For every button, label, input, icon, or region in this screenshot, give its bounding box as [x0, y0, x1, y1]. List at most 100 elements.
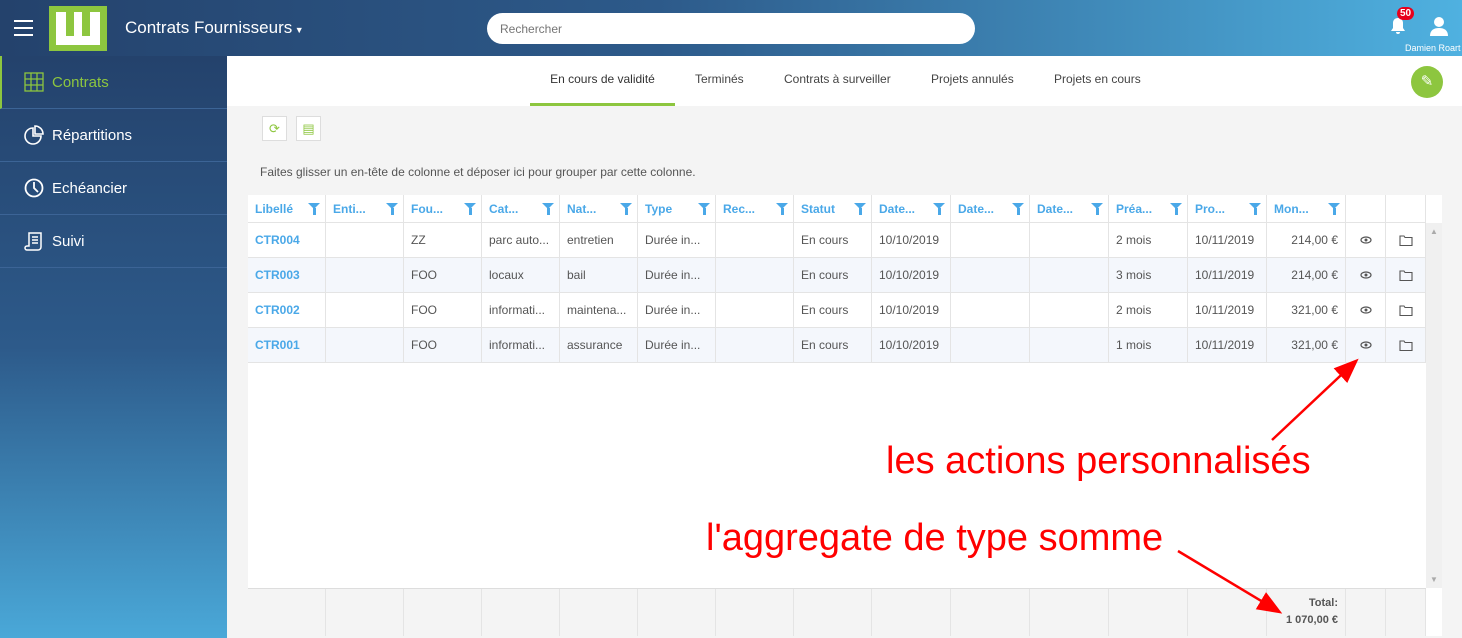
eye-icon[interactable] — [1354, 258, 1378, 292]
eye-icon[interactable] — [1354, 328, 1378, 362]
tab-projets-annules[interactable]: Projets annulés — [931, 72, 1014, 86]
folder-icon[interactable] — [1394, 328, 1418, 362]
filter-icon[interactable] — [854, 203, 866, 215]
table-cell: 10/11/2019 — [1188, 258, 1267, 292]
table-row[interactable]: CTR002 FOO informati... maintena... Durée in… — [248, 293, 1426, 328]
tab-termines[interactable]: Terminés — [695, 72, 744, 86]
excel-icon: ▤ — [302, 121, 315, 136]
column-header[interactable]: Pro... — [1188, 195, 1267, 222]
contract-link[interactable]: CTR001 — [248, 328, 326, 362]
table-cell: maintena... — [560, 293, 638, 327]
folder-action[interactable] — [1386, 293, 1426, 327]
table-row[interactable]: CTR004 ZZ parc auto... entretien Durée in...… — [248, 223, 1426, 258]
user-name[interactable]: Damien Roart — [1405, 43, 1461, 53]
refresh-button[interactable]: ⟳ — [262, 116, 287, 141]
filter-icon[interactable] — [620, 203, 632, 215]
pencil-icon: ✎ — [1420, 73, 1434, 90]
bell-icon[interactable] — [1388, 16, 1408, 36]
total-label: Total: — [1308, 597, 1338, 609]
table-cell: 2 mois — [1109, 223, 1188, 257]
aggregate-footer-row: Total: 1 070,00 € — [248, 588, 1426, 636]
table-cell: 2 mois — [1109, 293, 1188, 327]
table-cell: En cours — [794, 258, 872, 292]
folder-action[interactable] — [1386, 258, 1426, 292]
column-header[interactable]: Date... — [872, 195, 951, 222]
table-cell: locaux — [482, 258, 560, 292]
tab-projets-en-cours[interactable]: Projets en cours — [1054, 72, 1141, 86]
sidebar-item-contrats[interactable]: Contrats — [0, 56, 227, 109]
filter-icon[interactable] — [1249, 203, 1261, 215]
table-cell: 10/10/2019 — [872, 328, 951, 362]
sidebar-item-repartitions[interactable]: Répartitions — [0, 109, 227, 162]
filter-icon[interactable] — [933, 203, 945, 215]
footer-cell: Total: 1 070,00 € — [1267, 589, 1346, 636]
filter-icon[interactable] — [464, 203, 476, 215]
sidebar-item-echeancier[interactable]: Echéancier — [0, 162, 227, 215]
table-cell: Durée in... — [638, 293, 716, 327]
filter-icon[interactable] — [386, 203, 398, 215]
column-header[interactable]: Mon... — [1267, 195, 1346, 222]
arrow-actions — [1271, 358, 1359, 441]
table-cell — [951, 328, 1030, 362]
eye-icon[interactable] — [1354, 223, 1378, 257]
user-icon[interactable] — [1430, 16, 1448, 36]
tab-en-cours[interactable]: En cours de validité — [530, 56, 675, 106]
contract-link[interactable]: CTR003 — [248, 258, 326, 292]
table-cell: 10/10/2019 — [872, 223, 951, 257]
folder-action[interactable] — [1386, 328, 1426, 362]
table-cell: Durée in... — [638, 223, 716, 257]
menu-icon[interactable] — [14, 20, 33, 41]
column-header[interactable]: Cat... — [482, 195, 560, 222]
export-excel-button[interactable]: ▤ — [296, 116, 321, 141]
contract-link[interactable]: CTR002 — [248, 293, 326, 327]
eye-icon[interactable] — [1354, 293, 1378, 327]
vertical-scrollbar[interactable]: ▲ ▼ — [1426, 223, 1442, 588]
filter-icon[interactable] — [698, 203, 710, 215]
folder-icon[interactable] — [1394, 293, 1418, 327]
column-header-label: Mon... — [1274, 202, 1309, 216]
contract-link[interactable]: CTR004 — [248, 223, 326, 257]
column-header[interactable]: Enti... — [326, 195, 404, 222]
view-action[interactable] — [1346, 223, 1386, 257]
filter-icon[interactable] — [1012, 203, 1024, 215]
column-header[interactable]: Rec... — [716, 195, 794, 222]
column-header[interactable]: Libellé — [248, 195, 326, 222]
view-action[interactable] — [1346, 258, 1386, 292]
column-header[interactable]: Préa... — [1109, 195, 1188, 222]
table-cell — [1030, 223, 1109, 257]
column-header[interactable]: Statut — [794, 195, 872, 222]
column-header[interactable]: Date... — [1030, 195, 1109, 222]
grid-icon — [24, 72, 44, 92]
filter-icon[interactable] — [776, 203, 788, 215]
table-cell: En cours — [794, 293, 872, 327]
table-row[interactable]: CTR001 FOO informati... assurance Durée in..… — [248, 328, 1426, 363]
folder-icon[interactable] — [1394, 258, 1418, 292]
search-input[interactable] — [487, 13, 975, 44]
view-action[interactable] — [1346, 293, 1386, 327]
filter-icon[interactable] — [1328, 203, 1340, 215]
column-header[interactable]: Date... — [951, 195, 1030, 222]
footer-cell — [794, 589, 872, 636]
folder-icon[interactable] — [1394, 223, 1418, 257]
filter-icon[interactable] — [542, 203, 554, 215]
table-cell: En cours — [794, 223, 872, 257]
filter-icon[interactable] — [308, 203, 320, 215]
table-row[interactable]: CTR003 FOO locaux bail Durée in... En cours 10… — [248, 258, 1426, 293]
filter-icon[interactable] — [1170, 203, 1182, 215]
table-cell — [716, 328, 794, 362]
header-row: Libellé Enti... Fou... Cat... Nat... Type Rec.… — [248, 195, 1426, 223]
sidebar-item-label: Contrats — [52, 73, 109, 91]
total-value: 1 070,00 € — [1286, 614, 1338, 626]
edit-button[interactable]: ✎ — [1411, 66, 1443, 98]
annotation-actions: les actions personnalisés — [886, 440, 1311, 482]
column-header[interactable]: Fou... — [404, 195, 482, 222]
column-header[interactable]: Type — [638, 195, 716, 222]
app-title-dropdown[interactable]: Contrats Fournisseurs ▼ — [125, 18, 304, 38]
sidebar-item-suivi[interactable]: Suivi — [0, 215, 227, 268]
tab-contrats-a-surveiller[interactable]: Contrats à surveiller — [784, 72, 891, 86]
filter-icon[interactable] — [1091, 203, 1103, 215]
view-action[interactable] — [1346, 328, 1386, 362]
table-cell: ZZ — [404, 223, 482, 257]
column-header[interactable]: Nat... — [560, 195, 638, 222]
folder-action[interactable] — [1386, 223, 1426, 257]
